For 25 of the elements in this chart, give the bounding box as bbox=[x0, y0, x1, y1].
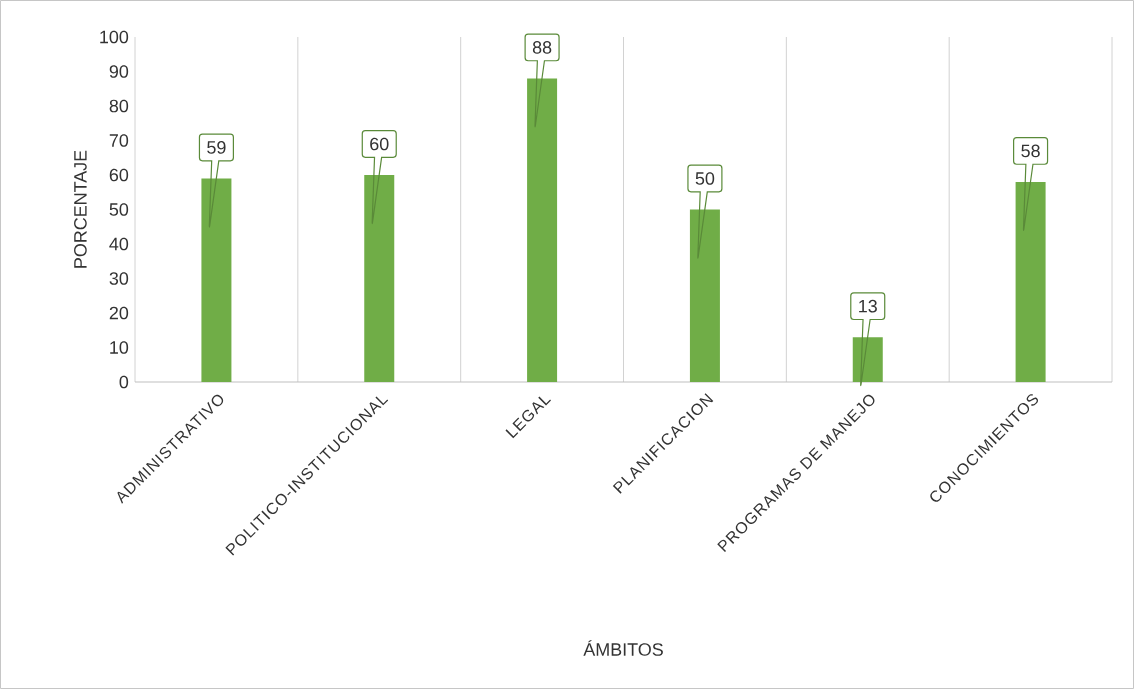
y-tick-label: 0 bbox=[119, 375, 129, 389]
y-tick-label: 50 bbox=[109, 203, 129, 216]
y-tick-label: 70 bbox=[109, 134, 129, 147]
y-tick-label: 40 bbox=[109, 237, 129, 251]
y-tick-label: 60 bbox=[109, 168, 129, 182]
data-label: 88 bbox=[532, 41, 552, 54]
bar bbox=[1015, 181, 1046, 382]
x-axis-title: ÁMBITOS bbox=[583, 640, 663, 656]
data-label: 13 bbox=[859, 299, 877, 313]
data-label: 58 bbox=[1021, 144, 1040, 158]
y-tick-label: 20 bbox=[109, 306, 129, 320]
bar bbox=[527, 78, 558, 382]
data-label: 50 bbox=[695, 172, 715, 185]
y-tick-label: 80 bbox=[109, 99, 129, 113]
bar bbox=[364, 175, 395, 382]
y-tick-label: 90 bbox=[109, 65, 129, 78]
data-label: 60 bbox=[370, 137, 389, 151]
bar bbox=[689, 209, 720, 382]
y-tick-label: 100 bbox=[100, 30, 129, 44]
y-tick-label: 10 bbox=[110, 341, 129, 354]
y-axis-title: PORCENTAJE bbox=[74, 150, 87, 268]
bar bbox=[852, 337, 883, 382]
bar bbox=[201, 178, 232, 382]
data-label: 59 bbox=[207, 141, 226, 154]
y-tick-label: 30 bbox=[109, 272, 129, 285]
